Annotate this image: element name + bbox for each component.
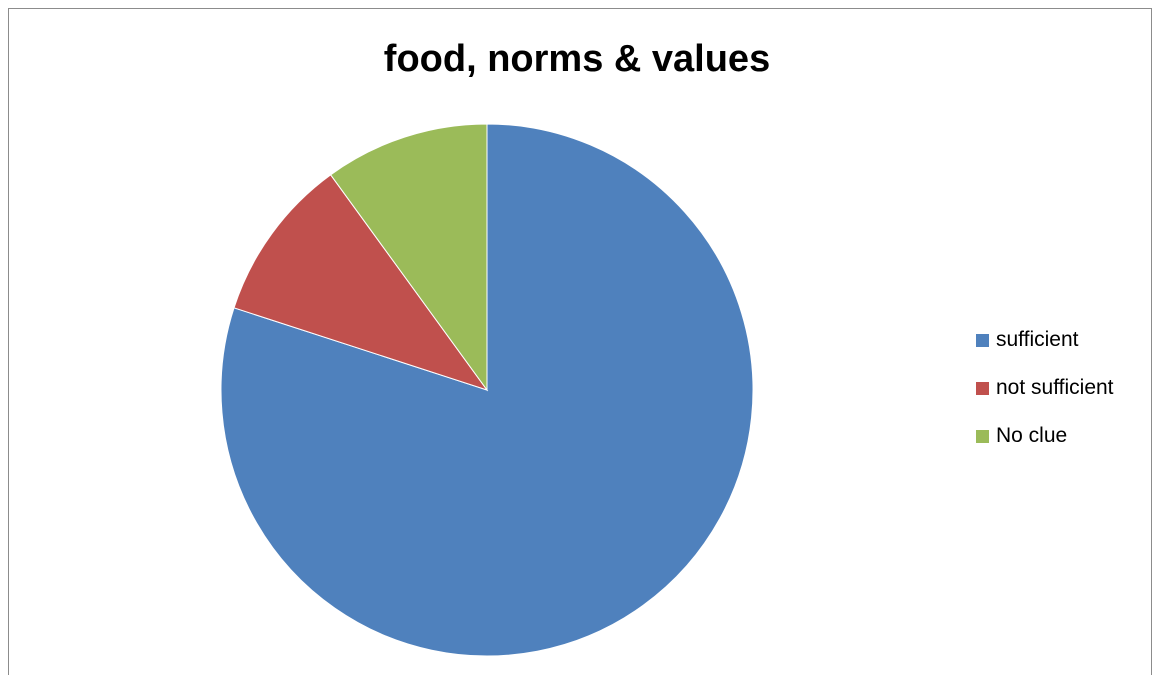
legend-item-no-clue: No clue (976, 424, 1114, 448)
legend-swatch-not-sufficient (976, 381, 989, 395)
pie-slice-no-clue (329, 123, 488, 392)
legend-item-sufficient: sufficient (976, 328, 1114, 352)
legend-label-no-clue: No clue (996, 424, 1068, 447)
chart-title: food, norms & values (383, 38, 771, 80)
pie-slice-not-sufficient (233, 174, 489, 391)
legend-label-sufficient: sufficient (996, 328, 1079, 351)
legend: sufficient not sufficient No clue (976, 328, 1114, 472)
legend-label-not-sufficient: not sufficient (996, 376, 1114, 399)
legend-swatch-sufficient (976, 333, 989, 347)
legend-item-not-sufficient: not sufficient (976, 376, 1114, 400)
legend-swatch-no-clue (976, 429, 989, 443)
